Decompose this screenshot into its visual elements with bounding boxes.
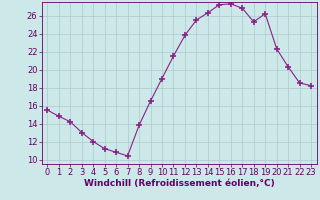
X-axis label: Windchill (Refroidissement éolien,°C): Windchill (Refroidissement éolien,°C) [84, 179, 275, 188]
